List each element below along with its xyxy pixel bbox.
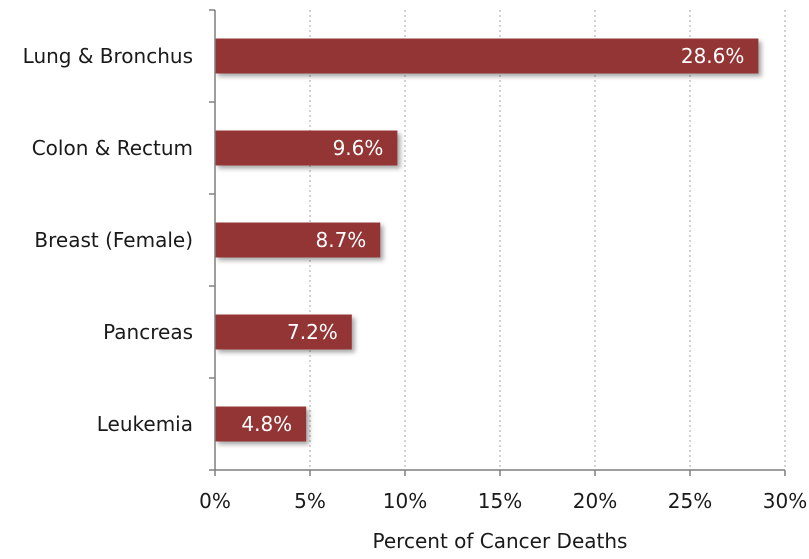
labels: 28.6% Lung & Bronchus 9.6% Colon & Rectum 8.… [23, 44, 808, 513]
x-tick-label-4: 20% [573, 489, 617, 513]
x-tick-label-5: 25% [668, 489, 712, 513]
x-tick-label-6: 30% [763, 489, 807, 513]
x-tick-label-2: 10% [383, 489, 427, 513]
bar-value-label-3: 7.2% [287, 320, 338, 344]
gridlines [309, 10, 786, 470]
bars [215, 38, 759, 442]
x-tick-label-3: 15% [478, 489, 522, 513]
bar-3 [215, 314, 352, 350]
bar-value-label-1: 9.6% [333, 136, 384, 160]
category-label-0: Lung & Bronchus [23, 44, 193, 68]
category-label-4: Leukemia [97, 412, 193, 436]
bar-value-label-2: 8.7% [315, 228, 366, 252]
x-tick-label-1: 5% [294, 489, 326, 513]
bar-2 [215, 222, 381, 258]
axes [209, 9, 786, 476]
bar-value-label-4: 4.8% [241, 412, 292, 436]
x-tick-label-0: 0% [199, 489, 231, 513]
bar-4 [215, 406, 307, 442]
bar-1 [215, 130, 398, 166]
category-label-1: Colon & Rectum [32, 136, 193, 160]
bar-0 [215, 38, 759, 74]
category-label-2: Breast (Female) [34, 228, 193, 252]
x-axis-title: Percent of Cancer Deaths [373, 529, 628, 553]
category-label-3: Pancreas [103, 320, 193, 344]
bar-value-label-0: 28.6% [681, 44, 745, 68]
